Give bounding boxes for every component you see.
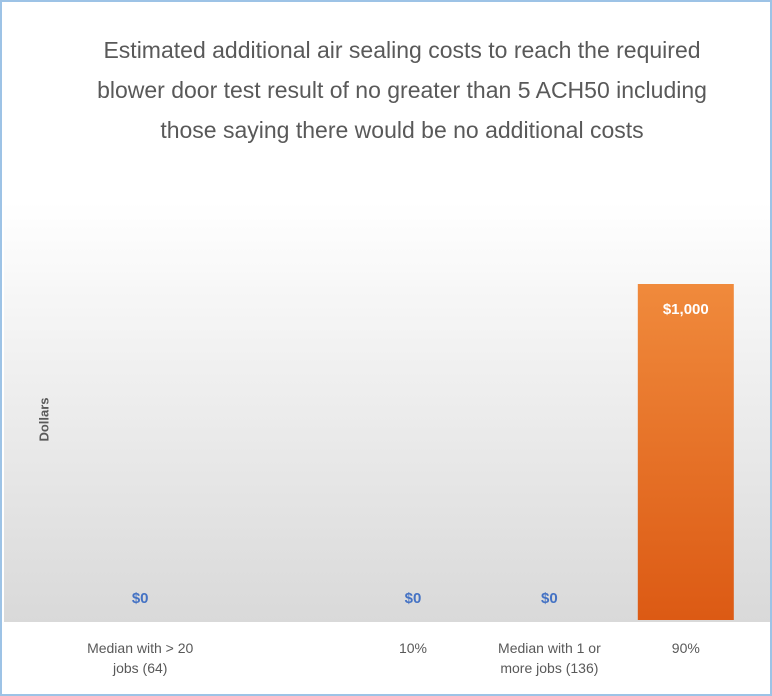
value-label: $1,000 [663,301,709,318]
bar [637,284,734,620]
value-label: $0 [405,590,422,607]
x-tick-label: 90% [671,640,700,656]
chart-title: Estimated additional air sealing costs t… [97,37,707,143]
value-label: $0 [541,590,558,607]
y-axis-label: Dollars [36,397,52,442]
x-tick-label: 10% [398,640,428,656]
x-tick-label: Median with > 20 jobs (64) [87,640,194,676]
value-label: $0 [132,590,149,607]
x-tick-label: Median with 1 or more jobs (136) [498,640,601,676]
